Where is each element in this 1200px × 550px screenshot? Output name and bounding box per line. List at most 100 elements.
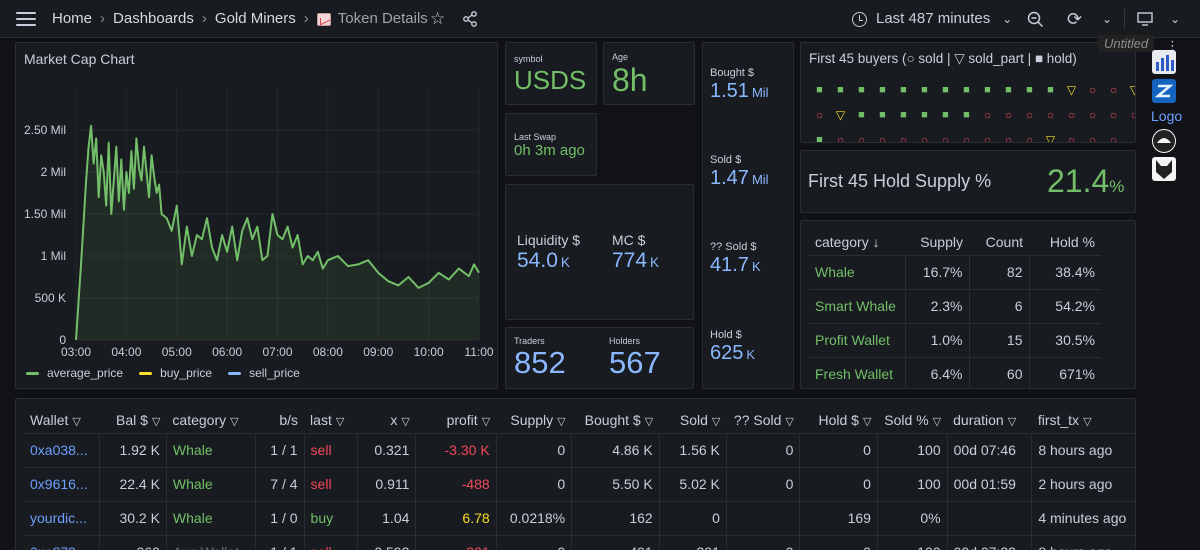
table-row[interactable]: Fresh Wallet 6.4% 60 671% bbox=[809, 356, 1101, 388]
more-options-icon[interactable]: ⋮ bbox=[1166, 38, 1179, 53]
table-row[interactable]: 0x9616... 22.4 K Whale 7 / 4 sell 0.911 -488 0 5… bbox=[24, 466, 1135, 501]
table-cell: 0% bbox=[876, 500, 948, 535]
mc-unit: K bbox=[650, 255, 660, 270]
column-header[interactable]: duration ▽ bbox=[947, 407, 1032, 433]
sold-marker: ○ bbox=[1088, 82, 1097, 97]
filter-icon[interactable]: ▽ bbox=[151, 415, 161, 428]
table-header-row: category ↓ Supply Count Hold % bbox=[809, 229, 1101, 255]
sold-marker: ○ bbox=[1124, 102, 1135, 127]
sold-marker: ○ bbox=[983, 107, 992, 122]
filter-icon[interactable]: ▽ bbox=[481, 415, 491, 428]
wallet-link[interactable]: 0xa038... bbox=[24, 432, 100, 467]
column-header-supply[interactable]: Supply bbox=[920, 233, 963, 250]
sold-marker: ○ bbox=[1025, 132, 1034, 143]
column-header[interactable]: last ▽ bbox=[304, 407, 357, 433]
column-header[interactable]: ?? Sold ▽ bbox=[726, 407, 799, 433]
filter-icon[interactable]: ▽ bbox=[230, 415, 239, 428]
filter-icon[interactable]: ▽ bbox=[335, 415, 345, 428]
qq-sold-number: 41.7 bbox=[710, 254, 749, 276]
first-buyers-panel: First 45 buyers (○ sold | ▽ sold_part | … bbox=[800, 42, 1136, 143]
legend-item-average-price[interactable]: average_price bbox=[26, 366, 123, 380]
wallet-link[interactable]: yourdic... bbox=[24, 500, 100, 535]
legend-label: sell_price bbox=[249, 366, 300, 380]
hold-label: Hold $ bbox=[710, 329, 742, 341]
sold-unit: Mil bbox=[751, 172, 769, 187]
holders-value: 567 bbox=[609, 345, 661, 380]
filter-icon[interactable]: ▽ bbox=[72, 415, 81, 428]
filter-icon[interactable]: ▽ bbox=[1083, 415, 1092, 428]
legend-item-buy-price[interactable]: buy_price bbox=[139, 366, 212, 380]
column-header[interactable]: Hold $ ▽ bbox=[800, 407, 878, 433]
filter-icon[interactable]: ▽ bbox=[932, 415, 942, 428]
wallet-link[interactable]: 0x9616... bbox=[24, 466, 100, 501]
wallet-panel: Wallet ▽ Bal $ ▽ category ▽ b/s last ▽ x ▽ profit ▽ S… bbox=[15, 398, 1136, 550]
monitor-icon[interactable] bbox=[1137, 12, 1153, 26]
hold-marker: ■ bbox=[921, 108, 928, 121]
link-logo-icon[interactable] bbox=[1152, 79, 1176, 103]
table-cell: 5.50 K bbox=[571, 466, 660, 501]
helmet-logo-icon[interactable] bbox=[1152, 129, 1176, 153]
table-cell: 0.321 bbox=[357, 432, 416, 467]
refresh-icon[interactable]: ⟳ bbox=[1067, 9, 1083, 29]
value-cell: 671% bbox=[1028, 356, 1101, 388]
table-row[interactable]: Smart Whale 2.3% 6 54.2% bbox=[809, 288, 1101, 323]
table-row[interactable]: Whale 16.7% 82 38.4% bbox=[809, 254, 1101, 289]
filter-icon[interactable]: ▽ bbox=[862, 415, 872, 428]
chevron-down-icon: ⌄ bbox=[1002, 12, 1013, 26]
hold-marker: ■ bbox=[858, 83, 865, 96]
column-header[interactable]: category ▽ bbox=[166, 407, 255, 433]
qq-sold-value: 41.7 K bbox=[710, 254, 761, 277]
table-cell: 491 bbox=[571, 534, 660, 550]
chart-logo-icon[interactable] bbox=[1152, 50, 1176, 74]
column-header[interactable]: Bal $ ▽ bbox=[100, 407, 166, 433]
legend-item-sell-price[interactable]: sell_price bbox=[228, 366, 300, 380]
hold-supply-unit: % bbox=[1109, 177, 1125, 196]
column-header[interactable]: x ▽ bbox=[358, 407, 416, 433]
column-header[interactable]: first_tx ▽ bbox=[1032, 407, 1135, 433]
menu-icon[interactable] bbox=[16, 12, 36, 26]
hold-supply-label: First 45 Hold Supply % bbox=[808, 171, 992, 191]
column-header[interactable]: b/s bbox=[255, 407, 304, 433]
filter-icon[interactable]: ▽ bbox=[644, 415, 654, 428]
filter-icon[interactable]: ▽ bbox=[401, 415, 410, 428]
column-header[interactable]: profit ▽ bbox=[416, 407, 496, 433]
column-header[interactable]: Wallet ▽ bbox=[24, 407, 100, 433]
zoom-out-icon[interactable] bbox=[1027, 11, 1044, 28]
column-header-count[interactable]: Count bbox=[985, 233, 1023, 250]
table-cell: 169 bbox=[799, 500, 878, 535]
wolf-logo-icon[interactable] bbox=[1152, 157, 1176, 181]
column-header-category[interactable]: category ↓ bbox=[809, 229, 905, 255]
column-header[interactable]: Sold ▽ bbox=[659, 407, 726, 433]
breadcrumb-home[interactable]: Home bbox=[52, 10, 93, 27]
column-header-hold[interactable]: Hold % bbox=[1049, 233, 1095, 250]
refresh-interval-chevron-icon[interactable]: ⌄ bbox=[1102, 12, 1113, 26]
table-header-row: Wallet ▽ Bal $ ▽ category ▽ b/s last ▽ x ▽ profit ▽ S… bbox=[24, 407, 1135, 433]
share-icon[interactable] bbox=[462, 11, 478, 27]
table-row[interactable]: yourdic... 30.2 K Whale 1 / 0 buy 1.04 6.78 0.0… bbox=[24, 500, 1135, 535]
column-header[interactable]: Supply ▽ bbox=[496, 407, 571, 433]
column-header[interactable]: Bought $ ▽ bbox=[572, 407, 660, 433]
star-icon[interactable]: ☆ bbox=[430, 9, 446, 28]
table-cell: 0 bbox=[495, 466, 572, 501]
table-cell: sell bbox=[303, 466, 358, 501]
breadcrumb-dashboards[interactable]: Dashboards bbox=[113, 10, 194, 27]
table-row[interactable]: 0xa038... 1.92 K Whale 1 / 1 sell 0.321 -3.30 … bbox=[24, 432, 1135, 467]
filter-icon[interactable]: ▽ bbox=[557, 415, 566, 428]
filter-icon[interactable]: ▽ bbox=[711, 415, 721, 428]
time-range-picker[interactable]: Last 487 minutes ⌄ bbox=[852, 8, 1012, 30]
table-row[interactable]: Profit Wallet 1.0% 15 30.5% bbox=[809, 322, 1101, 357]
filter-icon[interactable]: ▽ bbox=[785, 415, 794, 428]
filter-icon[interactable]: ▽ bbox=[1007, 415, 1017, 428]
logo-link[interactable]: Logo bbox=[1151, 108, 1183, 124]
table-cell: 1 / 0 bbox=[254, 500, 305, 535]
table-cell: 00d 01:59 bbox=[946, 466, 1032, 501]
arrow-down-icon: ↓ bbox=[872, 233, 880, 250]
value-cell: 82 bbox=[968, 254, 1029, 289]
breadcrumb-folder[interactable]: Gold Miners bbox=[214, 10, 296, 27]
wallet-link[interactable]: 0xe873... bbox=[24, 534, 100, 550]
market-cap-chart[interactable]: 0 500 K 1 Mil 1.50 Mil 2 Mil 2.50 Mil 03:00 04:… bbox=[16, 43, 498, 363]
column-header[interactable]: Sold % ▽ bbox=[877, 407, 947, 433]
view-mode-chevron-icon[interactable]: ⌄ bbox=[1170, 12, 1181, 26]
sold-marker: ○ bbox=[1109, 82, 1118, 97]
